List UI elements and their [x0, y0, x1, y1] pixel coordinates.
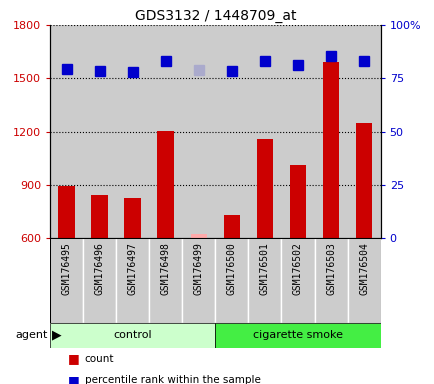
Text: ■: ■: [67, 353, 79, 366]
Bar: [50, 238, 83, 323]
Text: GSM176495: GSM176495: [62, 242, 71, 295]
Bar: [91, 195, 108, 238]
Text: GSM176497: GSM176497: [128, 242, 137, 295]
Bar: [157, 131, 174, 238]
Text: count: count: [85, 354, 114, 364]
Bar: [314, 238, 347, 323]
Text: agent: agent: [16, 330, 48, 340]
Bar: [281, 25, 314, 238]
Bar: [223, 215, 240, 238]
Bar: [248, 25, 281, 238]
Bar: [149, 238, 182, 323]
Text: ■: ■: [67, 374, 79, 384]
Bar: [347, 25, 380, 238]
Bar: [50, 323, 215, 348]
Text: GSM176498: GSM176498: [161, 242, 170, 295]
Text: GSM176503: GSM176503: [326, 242, 335, 295]
Bar: [355, 122, 372, 238]
Bar: [83, 238, 116, 323]
Bar: [347, 238, 380, 323]
Bar: [215, 25, 248, 238]
Bar: [322, 62, 339, 238]
Bar: [124, 198, 141, 238]
Bar: [116, 25, 149, 238]
Text: ▶: ▶: [52, 329, 62, 341]
Text: GSM176502: GSM176502: [293, 242, 302, 295]
Bar: [50, 25, 83, 238]
Bar: [281, 238, 314, 323]
Bar: [289, 165, 306, 238]
Bar: [182, 25, 215, 238]
Text: GSM176504: GSM176504: [358, 242, 368, 295]
Text: cigarette smoke: cigarette smoke: [253, 330, 342, 340]
Bar: [149, 25, 182, 238]
Text: GSM176501: GSM176501: [260, 242, 269, 295]
Bar: [256, 139, 273, 238]
Text: percentile rank within the sample: percentile rank within the sample: [85, 375, 260, 384]
Bar: [215, 238, 248, 323]
Bar: [83, 25, 116, 238]
Text: GSM176500: GSM176500: [227, 242, 236, 295]
Bar: [190, 234, 207, 238]
Bar: [58, 186, 75, 238]
Title: GDS3132 / 1448709_at: GDS3132 / 1448709_at: [134, 8, 296, 23]
Bar: [314, 25, 347, 238]
Text: GSM176496: GSM176496: [95, 242, 104, 295]
Bar: [215, 323, 380, 348]
Text: GSM176499: GSM176499: [194, 242, 203, 295]
Bar: [248, 238, 281, 323]
Text: control: control: [113, 330, 151, 340]
Bar: [182, 238, 215, 323]
Bar: [116, 238, 149, 323]
